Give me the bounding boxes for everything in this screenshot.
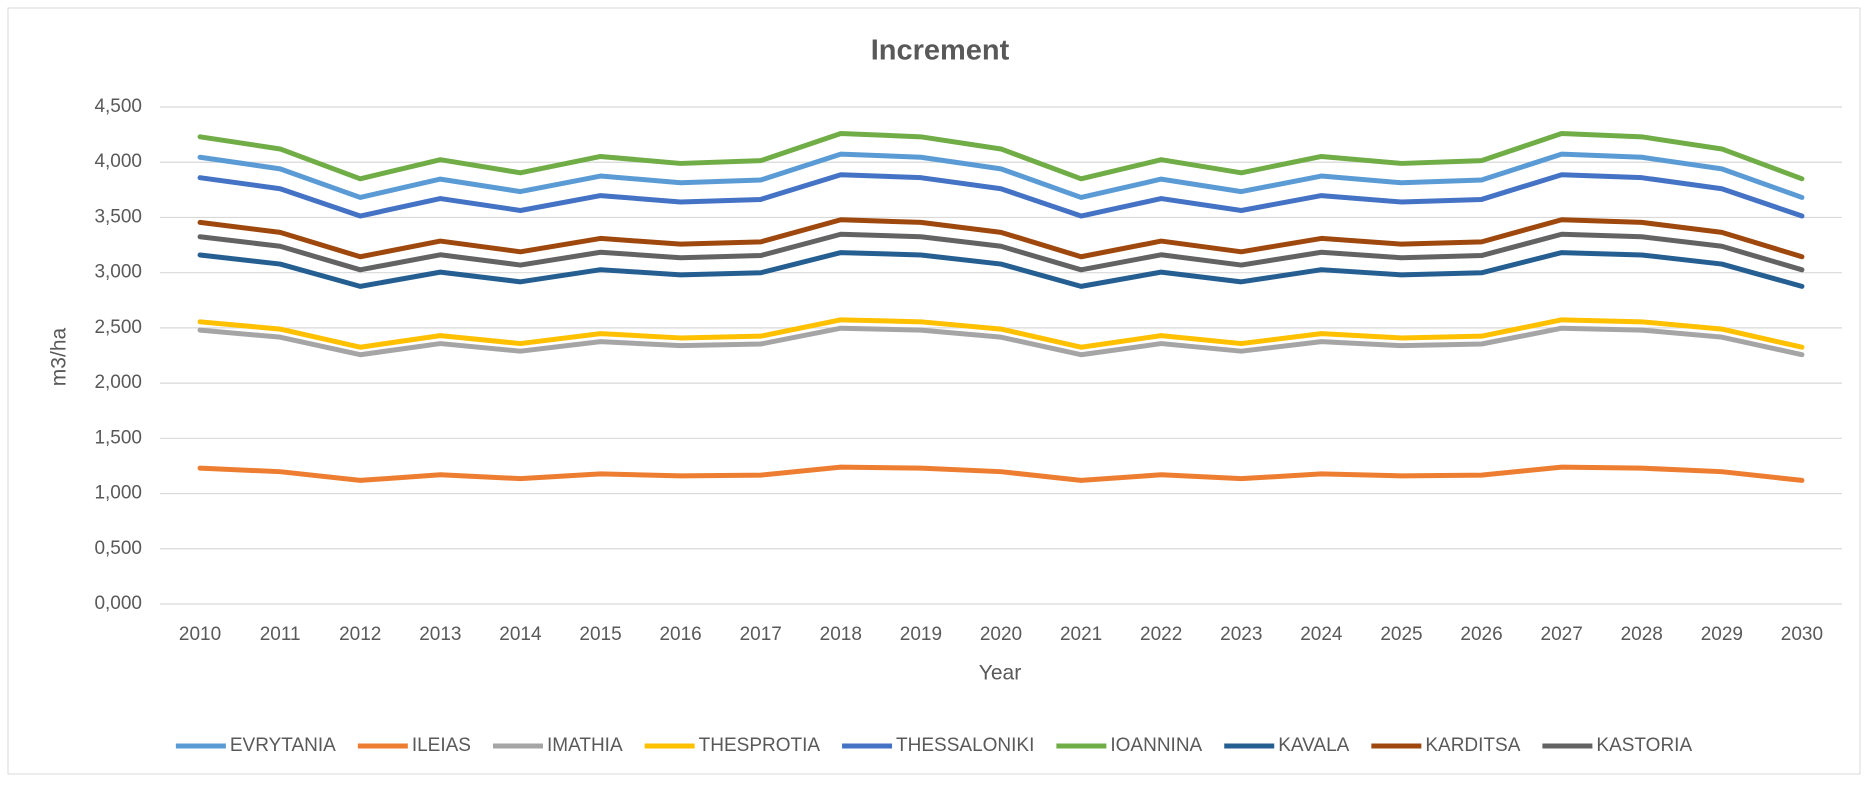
x-tick-label: 2021 — [1060, 624, 1102, 645]
x-tick-label: 2017 — [740, 624, 782, 645]
x-tick-label: 2023 — [1220, 624, 1262, 645]
x-tick-label: 2013 — [419, 624, 461, 645]
x-tick-label: 2012 — [339, 624, 381, 645]
legend-label: KASTORIA — [1596, 735, 1692, 756]
y-tick-label: 0,000 — [94, 593, 142, 614]
y-tick-label: 0,500 — [94, 538, 142, 559]
series-line — [197, 217, 1805, 260]
x-tick-label: 2028 — [1621, 624, 1663, 645]
series-line — [197, 250, 1805, 289]
series-line — [197, 231, 1805, 273]
legend-label: IOANNINA — [1110, 735, 1202, 756]
y-tick-label: 2,500 — [94, 317, 142, 338]
x-tick-label: 2025 — [1380, 624, 1422, 645]
x-tick-label: 2027 — [1541, 624, 1583, 645]
x-tick-label: 2030 — [1781, 624, 1823, 645]
series-line — [197, 317, 1805, 350]
chart-border — [7, 7, 1861, 775]
chart-title: Increment — [871, 35, 1010, 67]
x-tick-label: 2015 — [579, 624, 621, 645]
y-tick-label: 4,500 — [94, 96, 142, 117]
y-tick-label: 2,000 — [94, 372, 142, 393]
x-tick-label: 2010 — [179, 624, 221, 645]
x-tick-label: 2022 — [1140, 624, 1182, 645]
legend-label: KARDITSA — [1425, 735, 1520, 756]
y-tick-label: 3,000 — [94, 262, 142, 283]
x-tick-label: 2011 — [260, 624, 301, 645]
x-tick-label: 2024 — [1300, 624, 1343, 645]
legend-label: THESPROTIA — [699, 735, 821, 756]
series-line — [197, 151, 1805, 200]
legend-label: KAVALA — [1278, 735, 1349, 756]
x-tick-label: 2029 — [1701, 624, 1743, 645]
series-line — [197, 464, 1805, 483]
series-line — [197, 131, 1805, 182]
x-axis-title: Year — [979, 662, 1021, 685]
y-tick-label: 1,000 — [94, 483, 142, 504]
y-tick-label: 3,500 — [94, 206, 142, 227]
legend-label: ILEIAS — [412, 735, 471, 756]
y-tick-label: 1,500 — [94, 427, 142, 448]
x-tick-label: 2018 — [820, 624, 862, 645]
x-tick-label: 2016 — [659, 624, 701, 645]
y-axis-title: m3/ha — [48, 328, 71, 387]
x-tick-label: 2014 — [499, 624, 542, 645]
x-tick-label: 2019 — [900, 624, 942, 645]
x-tick-label: 2020 — [980, 624, 1022, 645]
legend-label: IMATHIA — [547, 735, 623, 756]
series-line — [197, 172, 1805, 219]
legend-label: THESSALONIKI — [896, 735, 1034, 756]
series-line — [197, 325, 1805, 358]
x-tick-label: 2026 — [1460, 624, 1502, 645]
legend-label: EVRYTANIA — [230, 735, 336, 756]
y-tick-label: 4,000 — [94, 151, 142, 172]
